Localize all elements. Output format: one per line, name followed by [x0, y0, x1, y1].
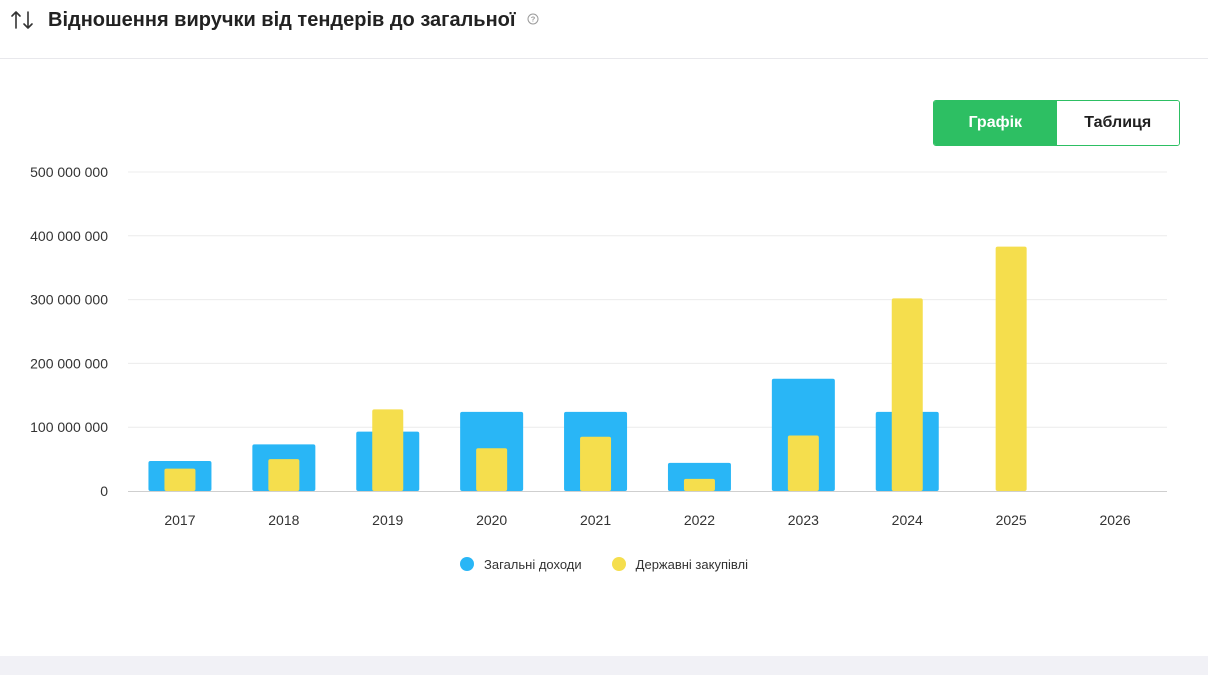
y-tick-label-3: 300 000 000: [30, 292, 108, 308]
bar-public-procurement-2025: [995, 246, 1027, 491]
bar-total-revenue-2023: [771, 378, 835, 491]
y-tick-label-2: 200 000 000: [30, 355, 108, 371]
legend-marker-total-revenue: [460, 557, 475, 571]
legend-label-public-procurement: Державні закупівлі: [635, 556, 748, 572]
section-header: Відношення виручки від тендерів до загал…: [0, 0, 1208, 59]
bar-public-procurement-2019: [372, 409, 404, 491]
y-tick-label-1: 100 000 000: [30, 419, 108, 435]
bar-total-revenue-2022: [667, 462, 731, 491]
table-view-button[interactable]: Таблиця: [1056, 101, 1179, 145]
revenue-bar-chart: 0 100 000 000 200 000 000 300 000 000 400 00…: [30, 164, 1167, 528]
page-title: Відношення виручки від тендерів до загал…: [48, 8, 539, 32]
footer-band: [0, 656, 1208, 675]
x-tick-label-2018: 2018: [268, 512, 299, 528]
x-tick-label-2023: 2023: [788, 512, 819, 528]
bar-public-procurement-2020: [476, 448, 508, 491]
bar-public-procurement-2017: [164, 468, 196, 491]
x-tick-label-2022: 2022: [684, 512, 715, 528]
bar-public-procurement-2024: [891, 298, 923, 491]
x-tick-label-2026: 2026: [1099, 512, 1130, 528]
y-tick-label-0: 0: [100, 483, 108, 499]
page-title-text: Відношення виручки від тендерів до загал…: [48, 9, 516, 31]
question-circle-icon[interactable]: ?: [527, 13, 539, 25]
bar-public-procurement-2023: [787, 435, 819, 491]
y-tick-label-4: 400 000 000: [30, 228, 108, 244]
x-tick-label-2017: 2017: [164, 512, 195, 528]
legend-label-total-revenue: Загальні доходи: [484, 556, 582, 572]
sort-arrows-icon: [11, 11, 33, 29]
x-tick-label-2025: 2025: [996, 512, 1027, 528]
bar-public-procurement-2021: [580, 436, 612, 491]
x-tick-label-2020: 2020: [476, 512, 507, 528]
svg-text:?: ?: [531, 15, 536, 24]
y-tick-label-5: 500 000 000: [30, 164, 108, 180]
x-tick-label-2024: 2024: [892, 512, 923, 528]
chart-view-button[interactable]: Графік: [934, 101, 1057, 145]
chart-legend: Загальні доходи Державні закупівлі: [0, 554, 1208, 574]
bar-public-procurement-2018: [268, 459, 300, 491]
view-toggle: Графік Таблиця: [933, 100, 1180, 146]
legend-item-public-procurement[interactable]: Державні закупівлі: [611, 556, 748, 572]
legend-item-total-revenue[interactable]: Загальні доходи: [460, 557, 582, 572]
bar-public-procurement-2022: [683, 478, 715, 491]
legend-marker-public-procurement: [611, 557, 626, 571]
x-tick-label-2019: 2019: [372, 512, 403, 528]
x-tick-label-2021: 2021: [580, 512, 611, 528]
